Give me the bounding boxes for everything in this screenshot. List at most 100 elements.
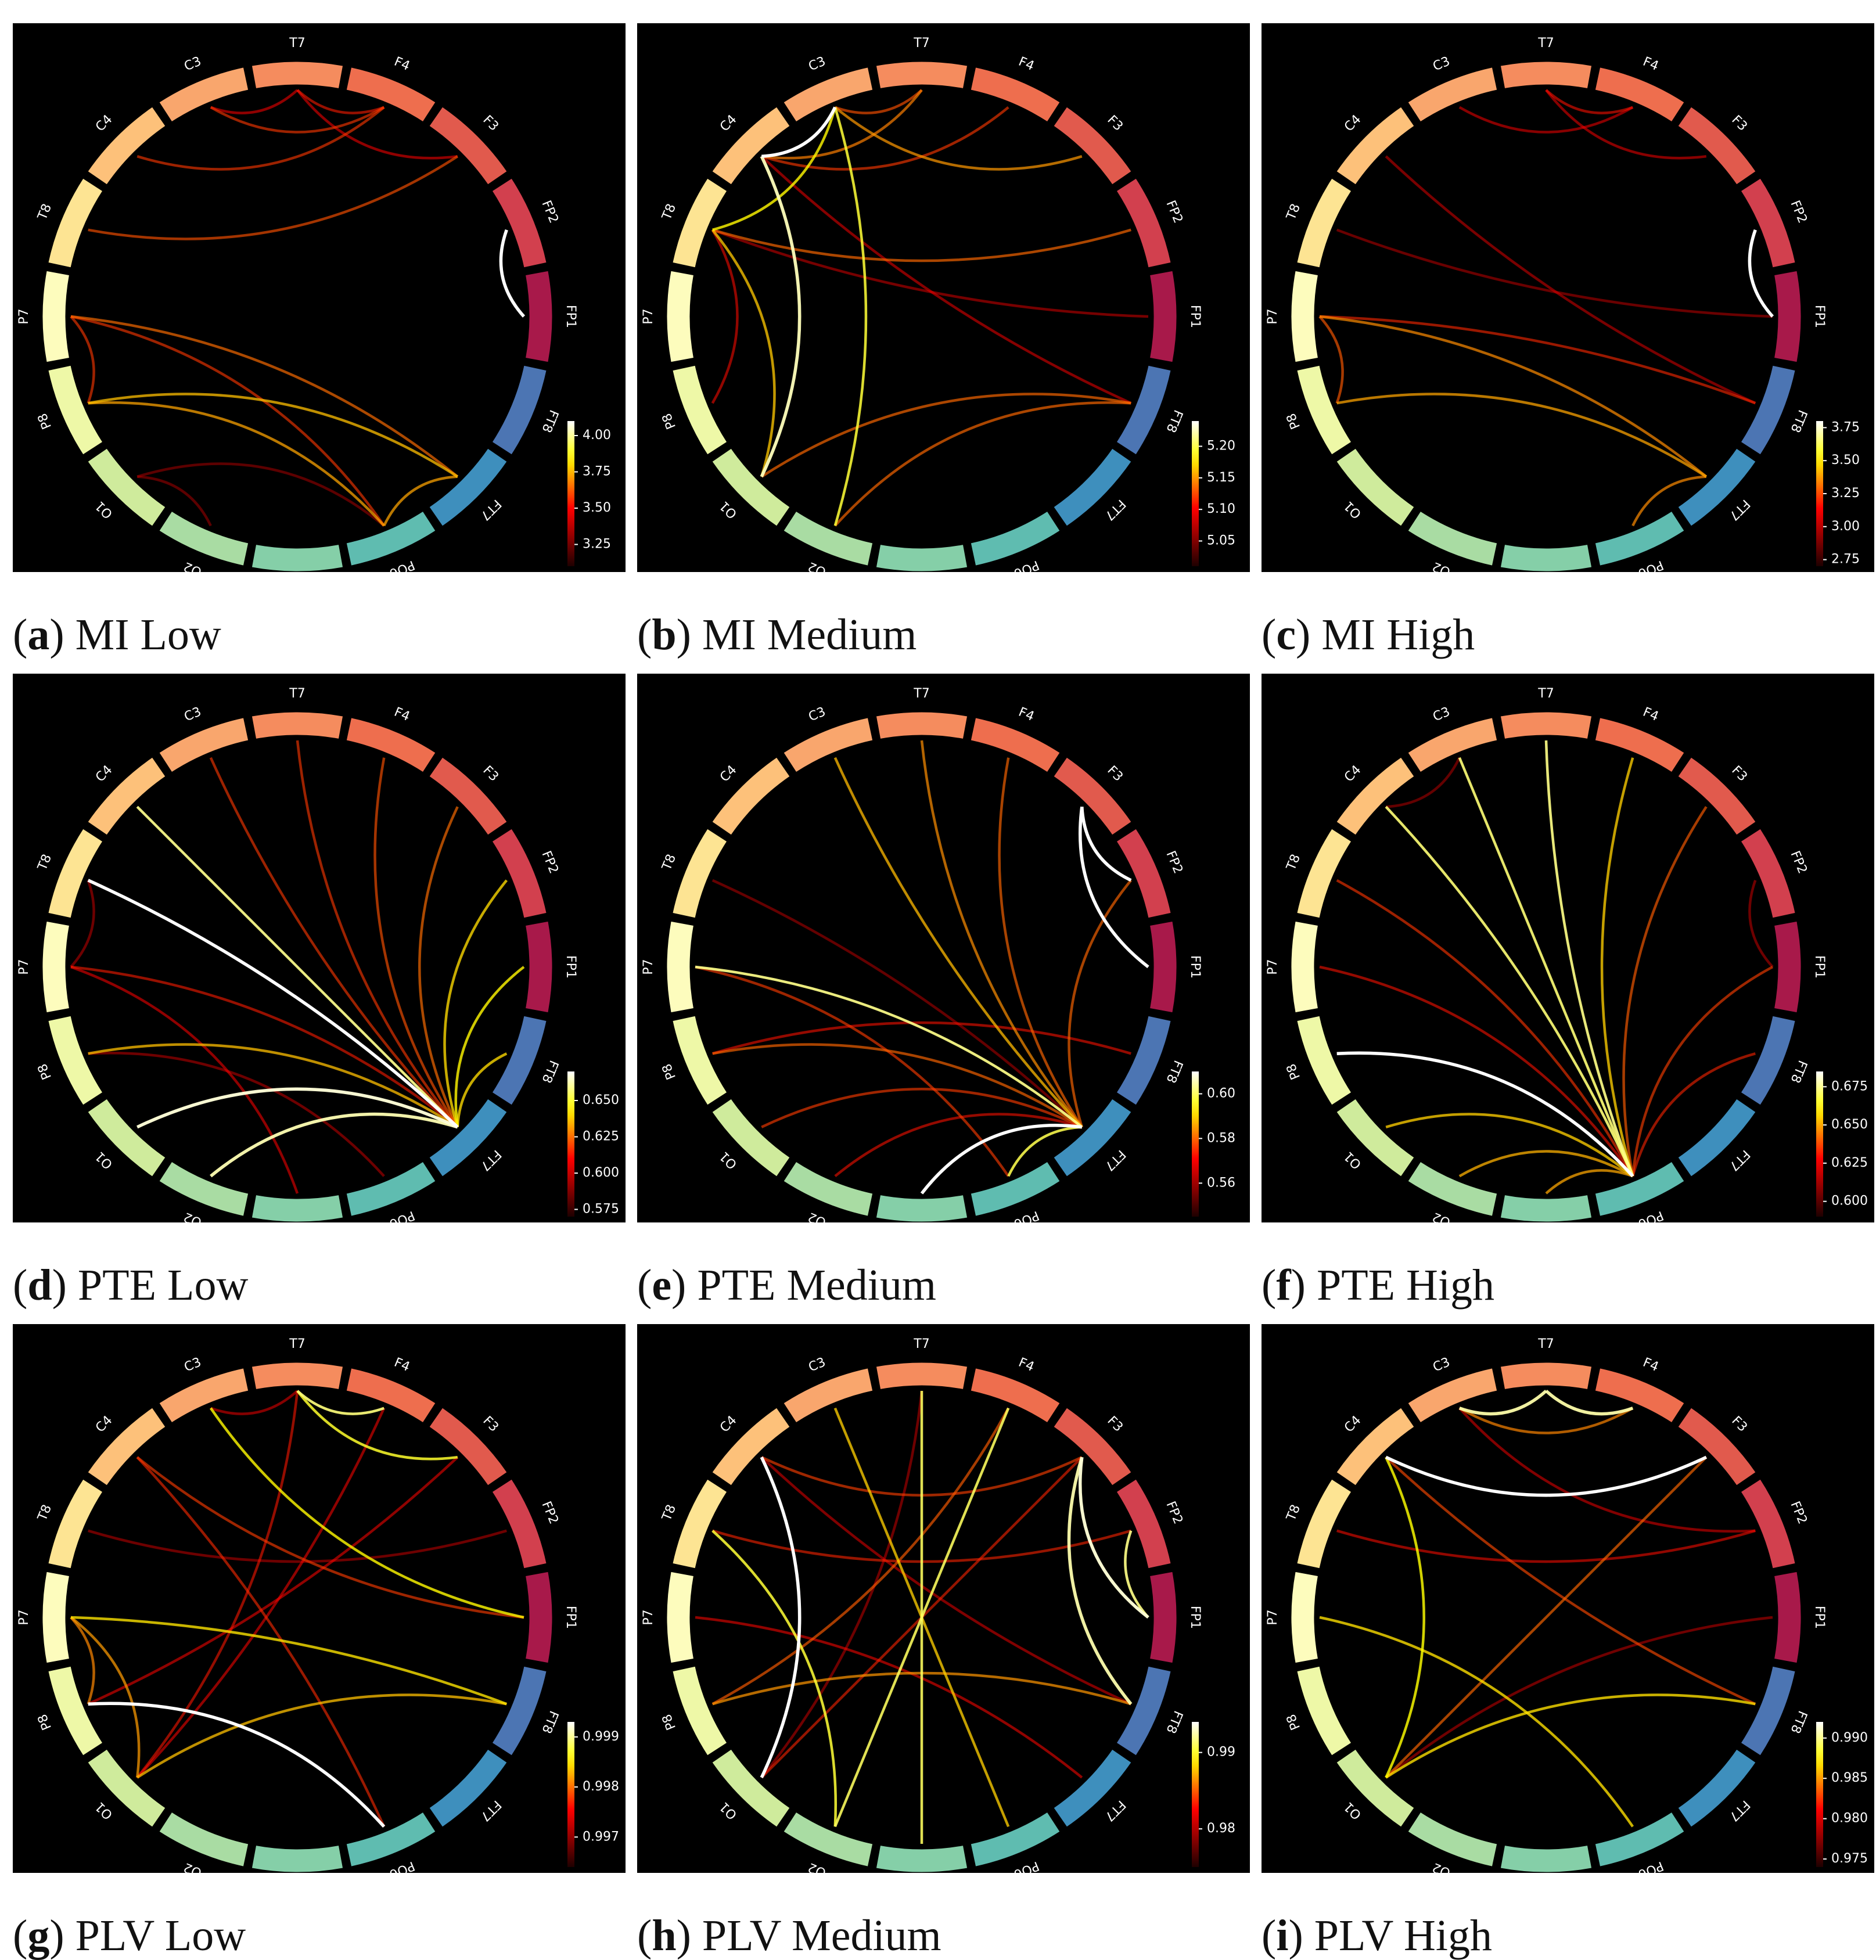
channel-label-FT7: FT7 — [477, 1147, 504, 1174]
connection-FP2-FT7 — [1068, 879, 1133, 1128]
chord-svg: T7F4F3FP2FP1FT8FT7PO6PO5O2O1P8P7T8C4C30.… — [1266, 686, 1868, 1222]
ring-segment-C4 — [1334, 105, 1417, 187]
channel-label-F3: F3 — [1104, 1414, 1126, 1435]
channel-label-T7: T7 — [289, 686, 305, 701]
ring-segment-FT7 — [1051, 446, 1134, 528]
channel-label-O2: O2 — [1431, 559, 1453, 572]
colorbar-tick-label: 3.00 — [1831, 519, 1860, 534]
channel-label-FP1: FP1 — [563, 305, 578, 328]
connection-FP2-FP1 — [1124, 1530, 1149, 1619]
connection-P8-PO6 — [1336, 1051, 1634, 1178]
connection-PO6-FT7 — [383, 475, 458, 527]
caption-label: MI Medium — [702, 610, 917, 659]
channel-label-PO6: PO6 — [1012, 558, 1041, 572]
connection-O1-FT8 — [1385, 1693, 1756, 1779]
ring-segment-P8 — [46, 1664, 105, 1758]
connection-P8-PO6 — [88, 401, 385, 527]
connection-C3-T7 — [1458, 1389, 1547, 1416]
connection-F3-FT7 — [418, 806, 459, 1128]
connection-C3-T7 — [835, 89, 923, 114]
channel-ring: T7F4F3FP2FP1FT8FT7PO6PO5O2O1P8P7T8C4C3 — [641, 36, 1202, 572]
channel-label-T7: T7 — [1537, 686, 1554, 701]
connection-O1-O2 — [137, 475, 212, 527]
ring-segment-PO5 — [874, 1843, 969, 1873]
colorbar: 0.650 0.625 0.600 0.575 — [567, 1071, 619, 1217]
connection-FP2-FP1 — [1748, 229, 1774, 318]
caption-label: MI High — [1321, 610, 1475, 659]
connection-P7-FT8 — [1319, 315, 1756, 405]
channel-label-FT7: FT7 — [1726, 497, 1753, 523]
connection-P7-PO6 — [695, 965, 1010, 1177]
colorbar-tick-label: 0.675 — [1831, 1079, 1868, 1094]
channel-label-C3: C3 — [182, 704, 204, 724]
colorbar-gradient — [1816, 1071, 1823, 1217]
connection-T8-FP1 — [711, 228, 1149, 318]
ring-segment-O2 — [781, 509, 875, 568]
chord-plot-e: T7F4F3FP2FP1FT8FT7PO6PO5O2O1P8P7T8C4C30.… — [637, 674, 1250, 1222]
ring-segment-C4 — [1334, 755, 1417, 837]
connections — [70, 89, 526, 527]
connection-C3-F4 — [210, 106, 385, 134]
channel-label-F4: F4 — [1641, 705, 1661, 724]
colorbar-gradient — [567, 1722, 574, 1867]
channel-ring: T7F4F3FP2FP1FT8FT7PO6PO5O2O1P8P7T8C4C3 — [641, 1337, 1202, 1873]
connections — [695, 740, 1149, 1195]
channel-label-C3: C3 — [1431, 1355, 1453, 1375]
chord-plot-a: T7F4F3FP2FP1FT8FT7PO6PO5O2O1P8P7T8C4C34.… — [13, 23, 626, 572]
channel-label-FT8: FT8 — [539, 1058, 561, 1085]
connection-T8-O2 — [711, 1530, 837, 1827]
colorbar-tick-label: 0.985 — [1831, 1771, 1868, 1785]
ring-segment-FP1 — [1772, 1570, 1803, 1665]
ring-segment-PO6 — [969, 1159, 1062, 1218]
connection-C3-FT7 — [833, 757, 1083, 1128]
connection-T8-F3 — [88, 155, 459, 240]
connection-C3-FP2 — [1458, 1407, 1756, 1533]
ring-segment-P8 — [1295, 1664, 1354, 1758]
channel-label-FT7: FT7 — [1102, 1147, 1129, 1174]
channel-label-F3: F3 — [480, 113, 501, 134]
colorbar: 0.99 0.98 — [1192, 1722, 1235, 1867]
channel-label-T7: T7 — [913, 1337, 929, 1351]
channel-label-C4: C4 — [93, 763, 115, 785]
colorbar-tick-label: 3.75 — [583, 465, 611, 479]
colorbar-tick-label: 0.975 — [1831, 1851, 1868, 1866]
channel-label-FP2: FP2 — [1787, 1499, 1809, 1526]
ring-segment-FP2 — [1114, 826, 1173, 920]
channel-label-FP1: FP1 — [1188, 1606, 1202, 1629]
connection-T8-P7 — [70, 880, 95, 968]
ring-segment-FT7 — [1676, 446, 1758, 528]
channel-label-O2: O2 — [1431, 1209, 1453, 1222]
connection-F3-FP1 — [1079, 1456, 1149, 1619]
colorbar-tick-label: 5.15 — [1207, 470, 1235, 485]
channel-label-F3: F3 — [480, 1414, 501, 1435]
ring-segment-O1 — [710, 1747, 792, 1829]
ring-segment-F3 — [1051, 105, 1134, 187]
connection-P8-F3 — [87, 1456, 459, 1706]
connection-C4-PO6 — [1385, 805, 1634, 1177]
ring-segment-PO6 — [1593, 509, 1687, 568]
ring-segment-PO6 — [969, 1810, 1062, 1869]
colorbar-tick-label: 0.625 — [1831, 1156, 1868, 1170]
colorbar-tick-label: 0.58 — [1207, 1131, 1235, 1145]
channel-label-P7: P7 — [641, 308, 656, 324]
colorbar-tick-label: 5.10 — [1207, 502, 1235, 516]
channel-label-O1: O1 — [1341, 1149, 1364, 1172]
ring-segment-P8 — [46, 364, 105, 457]
channel-label-P8: P8 — [660, 411, 680, 431]
chord-plot-d: T7F4F3FP2FP1FT8FT7PO6PO5O2O1P8P7T8C4C30.… — [13, 674, 626, 1222]
colorbar-tick-label: 0.650 — [1831, 1117, 1868, 1132]
channel-label-FP2: FP2 — [538, 1499, 560, 1526]
connection-P7-FT7 — [70, 965, 459, 1128]
channel-label-T7: T7 — [913, 686, 929, 701]
chord-svg: T7F4F3FP2FP1FT8FT7PO6PO5O2O1P8P7T8C4C30.… — [1266, 1337, 1868, 1873]
ring-segment-FP1 — [523, 919, 554, 1015]
colorbar-tick-label: 0.60 — [1207, 1086, 1235, 1101]
colorbar-tick-label: 0.997 — [583, 1829, 619, 1844]
connection-F4-FT7 — [373, 757, 459, 1128]
connection-T8-FP2 — [712, 228, 1131, 262]
ring-segment-FT7 — [427, 1096, 509, 1179]
connection-C3-FP1 — [209, 1407, 524, 1619]
ring-segment-T7 — [874, 1361, 969, 1391]
caption-a: (a) MI Low — [13, 610, 221, 659]
connection-O1-C4 — [1385, 1456, 1425, 1778]
